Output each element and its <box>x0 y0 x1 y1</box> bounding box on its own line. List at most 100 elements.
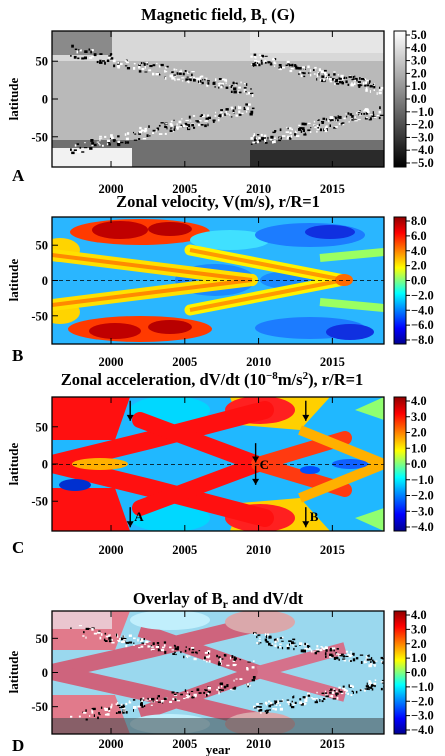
flux-speckle <box>179 126 183 128</box>
flux-speckle <box>219 82 221 85</box>
flux-speckle <box>381 661 384 664</box>
flux-speckle <box>304 702 307 705</box>
flux-speckle <box>100 706 103 709</box>
flux-speckle <box>376 114 379 117</box>
colorbar-tick-label: −3.0 <box>411 709 434 723</box>
flux-speckle <box>246 93 248 95</box>
x-tick-label: 2000 <box>99 543 124 557</box>
flux-speckle <box>234 84 237 86</box>
flux-speckle <box>258 706 262 708</box>
flux-speckle <box>218 116 220 119</box>
flux-speckle <box>195 694 197 698</box>
flux-speckle <box>70 148 72 151</box>
flux-speckle <box>151 648 155 650</box>
flux-speckle <box>218 114 223 117</box>
flux-speckle <box>219 682 224 686</box>
flux-speckle <box>279 128 282 132</box>
flux-speckle <box>274 708 277 711</box>
flux-speckle <box>330 647 332 651</box>
flux-speckle <box>367 655 369 657</box>
flux-speckle <box>81 57 85 60</box>
flux-speckle <box>196 77 200 81</box>
flux-speckle <box>336 690 338 693</box>
flux-speckle <box>81 151 85 153</box>
flux-speckle <box>188 648 191 651</box>
flux-speckle <box>299 127 303 129</box>
flux-speckle <box>274 130 277 132</box>
flux-speckle <box>199 82 202 84</box>
flux-speckle <box>335 78 339 82</box>
flux-speckle <box>104 632 107 635</box>
flux-speckle <box>231 655 234 659</box>
flux-speckle <box>165 123 168 125</box>
annotation-arrow-head <box>126 521 134 528</box>
flux-speckle <box>273 61 276 63</box>
flux-speckle <box>247 667 249 671</box>
flux-speckle <box>316 75 318 78</box>
flux-speckle <box>252 135 255 137</box>
flux-speckle <box>218 661 221 665</box>
flux-speckle <box>117 65 120 69</box>
flux-speckle <box>199 120 202 122</box>
flux-speckle <box>164 69 166 73</box>
flux-speckle <box>349 684 353 687</box>
flux-speckle <box>331 654 334 657</box>
flux-speckle <box>378 89 383 91</box>
flux-speckle <box>345 689 348 692</box>
flux-speckle <box>185 694 188 697</box>
flux-speckle <box>91 49 94 52</box>
flux-speckle <box>176 646 180 649</box>
flux-speckle <box>138 70 142 73</box>
flux-speckle <box>156 697 158 700</box>
flux-speckle <box>263 134 267 138</box>
flux-speckle <box>170 124 174 127</box>
flux-speckle <box>370 684 374 687</box>
flux-speckle <box>191 71 195 73</box>
flux-speckle <box>303 133 307 136</box>
y-tick-label: 0 <box>42 93 48 107</box>
flux-speckle <box>140 703 143 707</box>
x-tick-label: 2015 <box>320 737 345 751</box>
flux-speckle <box>326 76 329 80</box>
flux-speckle <box>104 61 106 65</box>
flux-speckle <box>336 696 339 700</box>
flux-speckle <box>307 648 311 650</box>
flux-speckle <box>78 150 81 153</box>
flux-speckle <box>216 688 218 691</box>
flux-speckle <box>342 687 346 690</box>
flux-speckle <box>351 78 355 81</box>
flux-speckle <box>376 92 378 95</box>
flux-speckle <box>268 700 271 703</box>
flux-speckle <box>354 120 358 122</box>
flux-speckle <box>219 660 222 663</box>
flux-speckle <box>141 68 145 71</box>
flux-speckle <box>291 700 293 703</box>
flux-speckle <box>165 67 168 69</box>
x-tick-label: 2005 <box>172 737 197 751</box>
flux-speckle <box>367 110 370 113</box>
flux-speckle <box>366 79 369 82</box>
flux-speckle <box>117 639 120 642</box>
flux-speckle <box>272 59 276 61</box>
flux-speckle <box>266 709 269 712</box>
flux-speckle <box>91 628 94 631</box>
flux-speckle <box>226 684 229 688</box>
flux-speckle <box>79 146 82 149</box>
flux-speckle <box>116 702 119 704</box>
flux-speckle <box>143 129 147 133</box>
flux-speckle <box>258 139 262 142</box>
y-tick-label: 0 <box>42 458 48 472</box>
flux-speckle <box>334 80 338 83</box>
flux-speckle <box>286 647 290 650</box>
flux-speckle <box>261 61 263 65</box>
x-tick-label: 2010 <box>246 355 271 369</box>
flux-speckle <box>304 66 307 68</box>
flux-speckle <box>174 75 177 77</box>
flux-speckle <box>365 655 368 658</box>
flux-speckle <box>207 691 211 693</box>
flux-speckle <box>141 699 143 703</box>
panel-a-title: Magnetic field, Br (G) <box>141 5 295 27</box>
flux-speckle <box>124 60 128 62</box>
flux-speckle <box>371 659 374 662</box>
flux-speckle <box>307 72 310 74</box>
